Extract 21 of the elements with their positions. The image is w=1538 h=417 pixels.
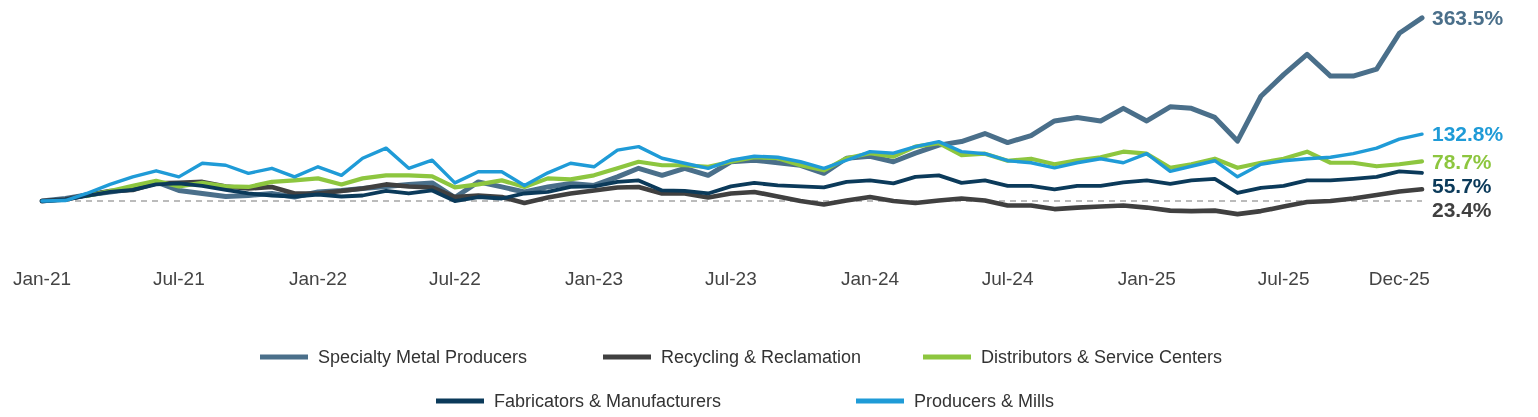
legend-label: Recycling & Reclamation	[661, 347, 862, 368]
x-tick-label: Jul-24	[981, 268, 1034, 289]
x-tick-label: Jul-22	[428, 268, 481, 289]
x-tick-label: Jan-23	[564, 268, 624, 289]
legend-label: Producers & Mills	[914, 391, 1055, 412]
x-tick-label: Jul-23	[704, 268, 757, 289]
x-tick-label: Jan-24	[840, 268, 900, 289]
data-label: 78.7%	[1432, 149, 1492, 173]
x-tick-label: Jul-25	[1257, 268, 1310, 289]
x-tick-label: Jan-21	[12, 268, 72, 289]
data-label: 23.4%	[1432, 197, 1492, 221]
x-tick-label: Jan-25	[1117, 268, 1176, 289]
x-tick-label: Jul-21	[152, 268, 205, 289]
legend-label: Specialty Metal Producers	[318, 347, 528, 368]
legend-label: Fabricators & Manufacturers	[494, 391, 722, 412]
legend-label: Distributors & Service Centers	[981, 347, 1223, 368]
data-label: 132.8%	[1432, 122, 1504, 146]
data-label: 55.7%	[1432, 173, 1492, 197]
data-label: 363.5%	[1432, 6, 1504, 30]
x-tick-label: Dec-25	[1368, 268, 1430, 289]
x-tick-label: Jan-22	[288, 268, 348, 289]
